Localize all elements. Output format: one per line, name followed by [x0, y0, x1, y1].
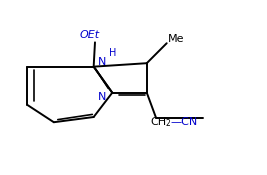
Text: CH: CH	[151, 117, 167, 127]
Text: 2: 2	[165, 120, 170, 128]
Text: OEt: OEt	[79, 30, 99, 40]
Text: Me: Me	[168, 34, 184, 44]
Text: H: H	[109, 48, 116, 58]
Text: —CN: —CN	[171, 117, 198, 127]
Text: N: N	[97, 57, 106, 67]
Text: N: N	[97, 92, 106, 102]
